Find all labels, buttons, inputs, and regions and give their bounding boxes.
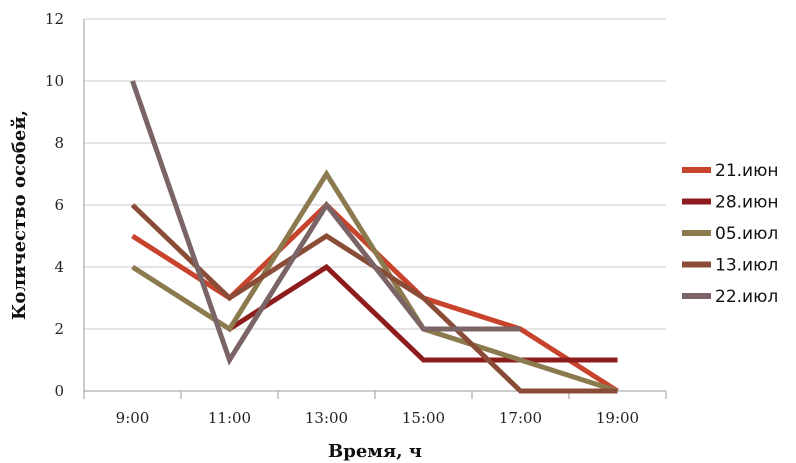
x-tick-label: 15:00 — [402, 409, 445, 427]
x-tick-label: 19:00 — [596, 409, 639, 427]
x-tick-label: 13:00 — [305, 409, 348, 427]
y-tick-label: 0 — [54, 382, 64, 400]
x-axis-title: Время, ч — [328, 441, 422, 462]
legend-label: 13.июл — [715, 256, 778, 276]
y-tick-label: 4 — [54, 258, 64, 276]
legend-label: 28.июн — [715, 193, 779, 213]
y-tick-label: 10 — [45, 72, 64, 90]
series-line-2 — [228, 263, 618, 363]
y-tick-label: 2 — [54, 320, 64, 338]
series-lines — [130, 80, 619, 394]
y-axis-title: Количество особей, — [9, 110, 30, 320]
legend-label: 21.июн — [715, 161, 779, 181]
series-line-5 — [130, 80, 521, 366]
y-tick-label: 12 — [45, 10, 64, 28]
y-tick-label: 6 — [54, 196, 64, 214]
legend-label: 22.июл — [715, 287, 778, 307]
series-line-4 — [130, 203, 618, 394]
x-tick-label: 9:00 — [116, 409, 150, 427]
legend: 21.июн 28.июн 05.июл 13.июл 22.июл — [682, 161, 779, 307]
gridlines — [84, 18, 666, 330]
y-tick-label: 8 — [54, 134, 64, 152]
x-tick-label: 11:00 — [208, 409, 251, 427]
legend-label: 05.июл — [715, 224, 778, 244]
series-line-1 — [131, 201, 619, 394]
x-tick-label: 17:00 — [499, 409, 542, 427]
